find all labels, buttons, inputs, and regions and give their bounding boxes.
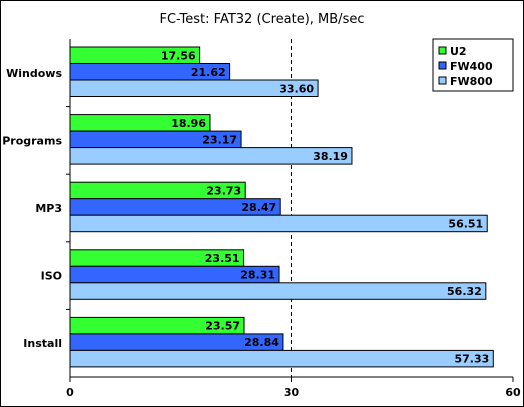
x-tick-label: 30 [284, 386, 300, 399]
category-label: Install [23, 337, 62, 350]
bar-fw800-mp3 [69, 214, 488, 233]
legend-swatch [438, 76, 447, 85]
axis-layer: Windows Programs MP3 ISO Install 0 30 60 [2, 39, 521, 399]
x-tick-label: 0 [66, 386, 74, 399]
data-label: 23.57 [205, 320, 240, 333]
category-label: Programs [2, 134, 62, 147]
data-label: 17.56 [161, 49, 196, 62]
chart-title: FC-Test: FAT32 (Create), MB/sec [160, 12, 365, 27]
bar-fw800-programs [69, 147, 353, 165]
category-label: Windows [6, 67, 62, 80]
data-label: 56.51 [448, 217, 483, 230]
category-label: ISO [41, 270, 62, 283]
data-label: 57.33 [454, 353, 489, 366]
data-label: 23.73 [206, 184, 241, 197]
data-label: 28.47 [241, 201, 276, 214]
data-label: 33.60 [279, 82, 314, 95]
legend: U2 FW400 FW800 [432, 38, 514, 92]
bars-layer: 17.56 21.62 33.60 18.96 23.17 38.19 23.7328.47… [69, 46, 494, 368]
legend-swatch [438, 61, 447, 70]
legend-label: FW400 [450, 60, 493, 73]
data-label: 23.17 [202, 133, 237, 146]
legend-label: U2 [450, 45, 467, 58]
x-tick-label: 60 [505, 386, 521, 399]
legend-swatch [438, 46, 447, 55]
data-label: 18.96 [171, 117, 206, 130]
data-label: 28.84 [244, 336, 279, 349]
data-label: 28.31 [240, 269, 275, 282]
data-label: 21.62 [191, 66, 226, 79]
data-label: 38.19 [313, 150, 348, 163]
bar-fw800-install [69, 349, 494, 368]
data-label: 23.51 [205, 252, 240, 265]
legend-label: FW800 [450, 75, 493, 88]
data-label: 56.32 [447, 285, 482, 298]
category-label: MP3 [35, 202, 62, 215]
bar-fw800-iso [69, 282, 487, 300]
